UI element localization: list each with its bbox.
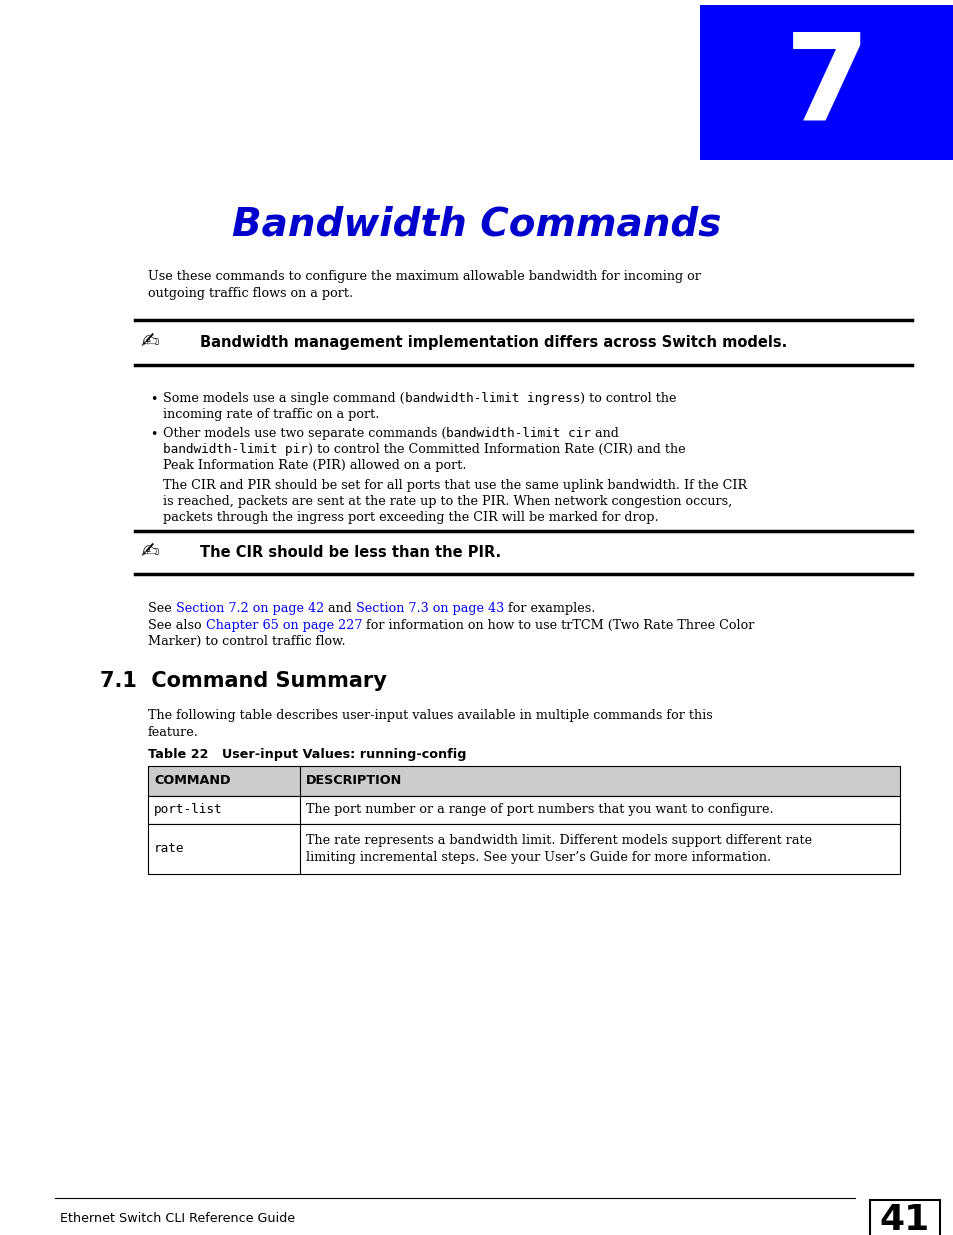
Text: DESCRIPTION: DESCRIPTION <box>306 774 402 788</box>
Text: Section 7.3 on page 43: Section 7.3 on page 43 <box>355 601 503 615</box>
Text: and: and <box>591 427 618 440</box>
Text: Bandwidth management implementation differs across Switch models.: Bandwidth management implementation diff… <box>200 335 786 350</box>
Text: COMMAND: COMMAND <box>153 774 231 788</box>
Text: ) to control the: ) to control the <box>579 391 676 405</box>
Text: ) to control the Committed Information Rate (CIR) and the: ) to control the Committed Information R… <box>308 443 685 456</box>
Text: rate: rate <box>153 842 184 856</box>
Bar <box>869 1200 939 1235</box>
Text: See also: See also <box>148 619 206 632</box>
Text: The rate represents a bandwidth limit. Different models support different rate
l: The rate represents a bandwidth limit. D… <box>306 834 811 864</box>
Text: •: • <box>150 429 157 441</box>
Text: The CIR should be less than the PIR.: The CIR should be less than the PIR. <box>200 545 500 559</box>
Text: incoming rate of traffic on a port.: incoming rate of traffic on a port. <box>163 408 379 421</box>
Text: ✍: ✍ <box>140 332 158 352</box>
Text: for information on how to use trTCM (Two Rate Three Color: for information on how to use trTCM (Two… <box>362 619 754 632</box>
Text: 7.1  Command Summary: 7.1 Command Summary <box>100 671 387 692</box>
Text: feature.: feature. <box>148 726 198 739</box>
Text: Other models use two separate commands (: Other models use two separate commands ( <box>163 427 446 440</box>
Text: and: and <box>324 601 355 615</box>
Text: Ethernet Switch CLI Reference Guide: Ethernet Switch CLI Reference Guide <box>60 1212 294 1224</box>
Text: •: • <box>150 393 157 406</box>
Text: Marker) to control traffic flow.: Marker) to control traffic flow. <box>148 635 345 648</box>
Bar <box>148 797 899 824</box>
Text: for examples.: for examples. <box>503 601 595 615</box>
Bar <box>700 5 953 161</box>
Text: ✍: ✍ <box>140 542 158 562</box>
Text: Table 22   User-input Values: running-config: Table 22 User-input Values: running-conf… <box>148 748 466 761</box>
Text: port-list: port-list <box>153 804 222 816</box>
Text: Peak Information Rate (PIR) allowed on a port.: Peak Information Rate (PIR) allowed on a… <box>163 459 466 472</box>
Text: bandwidth-limit pir: bandwidth-limit pir <box>163 443 308 456</box>
Text: 41: 41 <box>879 1203 929 1235</box>
Text: The CIR and PIR should be set for all ports that use the same uplink bandwidth. : The CIR and PIR should be set for all po… <box>163 479 746 492</box>
Text: packets through the ingress port exceeding the CIR will be marked for drop.: packets through the ingress port exceedi… <box>163 511 658 524</box>
Bar <box>148 824 899 874</box>
Text: Use these commands to configure the maximum allowable bandwidth for incoming or: Use these commands to configure the maxi… <box>148 270 700 283</box>
Text: outgoing traffic flows on a port.: outgoing traffic flows on a port. <box>148 287 353 300</box>
Text: 7: 7 <box>783 28 868 146</box>
Text: bandwidth-limit ingress: bandwidth-limit ingress <box>404 391 579 405</box>
Bar <box>148 766 899 797</box>
Text: is reached, packets are sent at the rate up to the PIR. When network congestion : is reached, packets are sent at the rate… <box>163 495 732 508</box>
Text: Section 7.2 on page 42: Section 7.2 on page 42 <box>175 601 324 615</box>
Text: The following table describes user-input values available in multiple commands f: The following table describes user-input… <box>148 709 712 722</box>
Text: bandwidth-limit cir: bandwidth-limit cir <box>446 427 591 440</box>
Text: Bandwidth Commands: Bandwidth Commands <box>233 205 720 243</box>
Text: Some models use a single command (: Some models use a single command ( <box>163 391 404 405</box>
Text: See: See <box>148 601 175 615</box>
Text: Chapter 65 on page 227: Chapter 65 on page 227 <box>206 619 362 632</box>
Text: The port number or a range of port numbers that you want to configure.: The port number or a range of port numbe… <box>306 804 773 816</box>
